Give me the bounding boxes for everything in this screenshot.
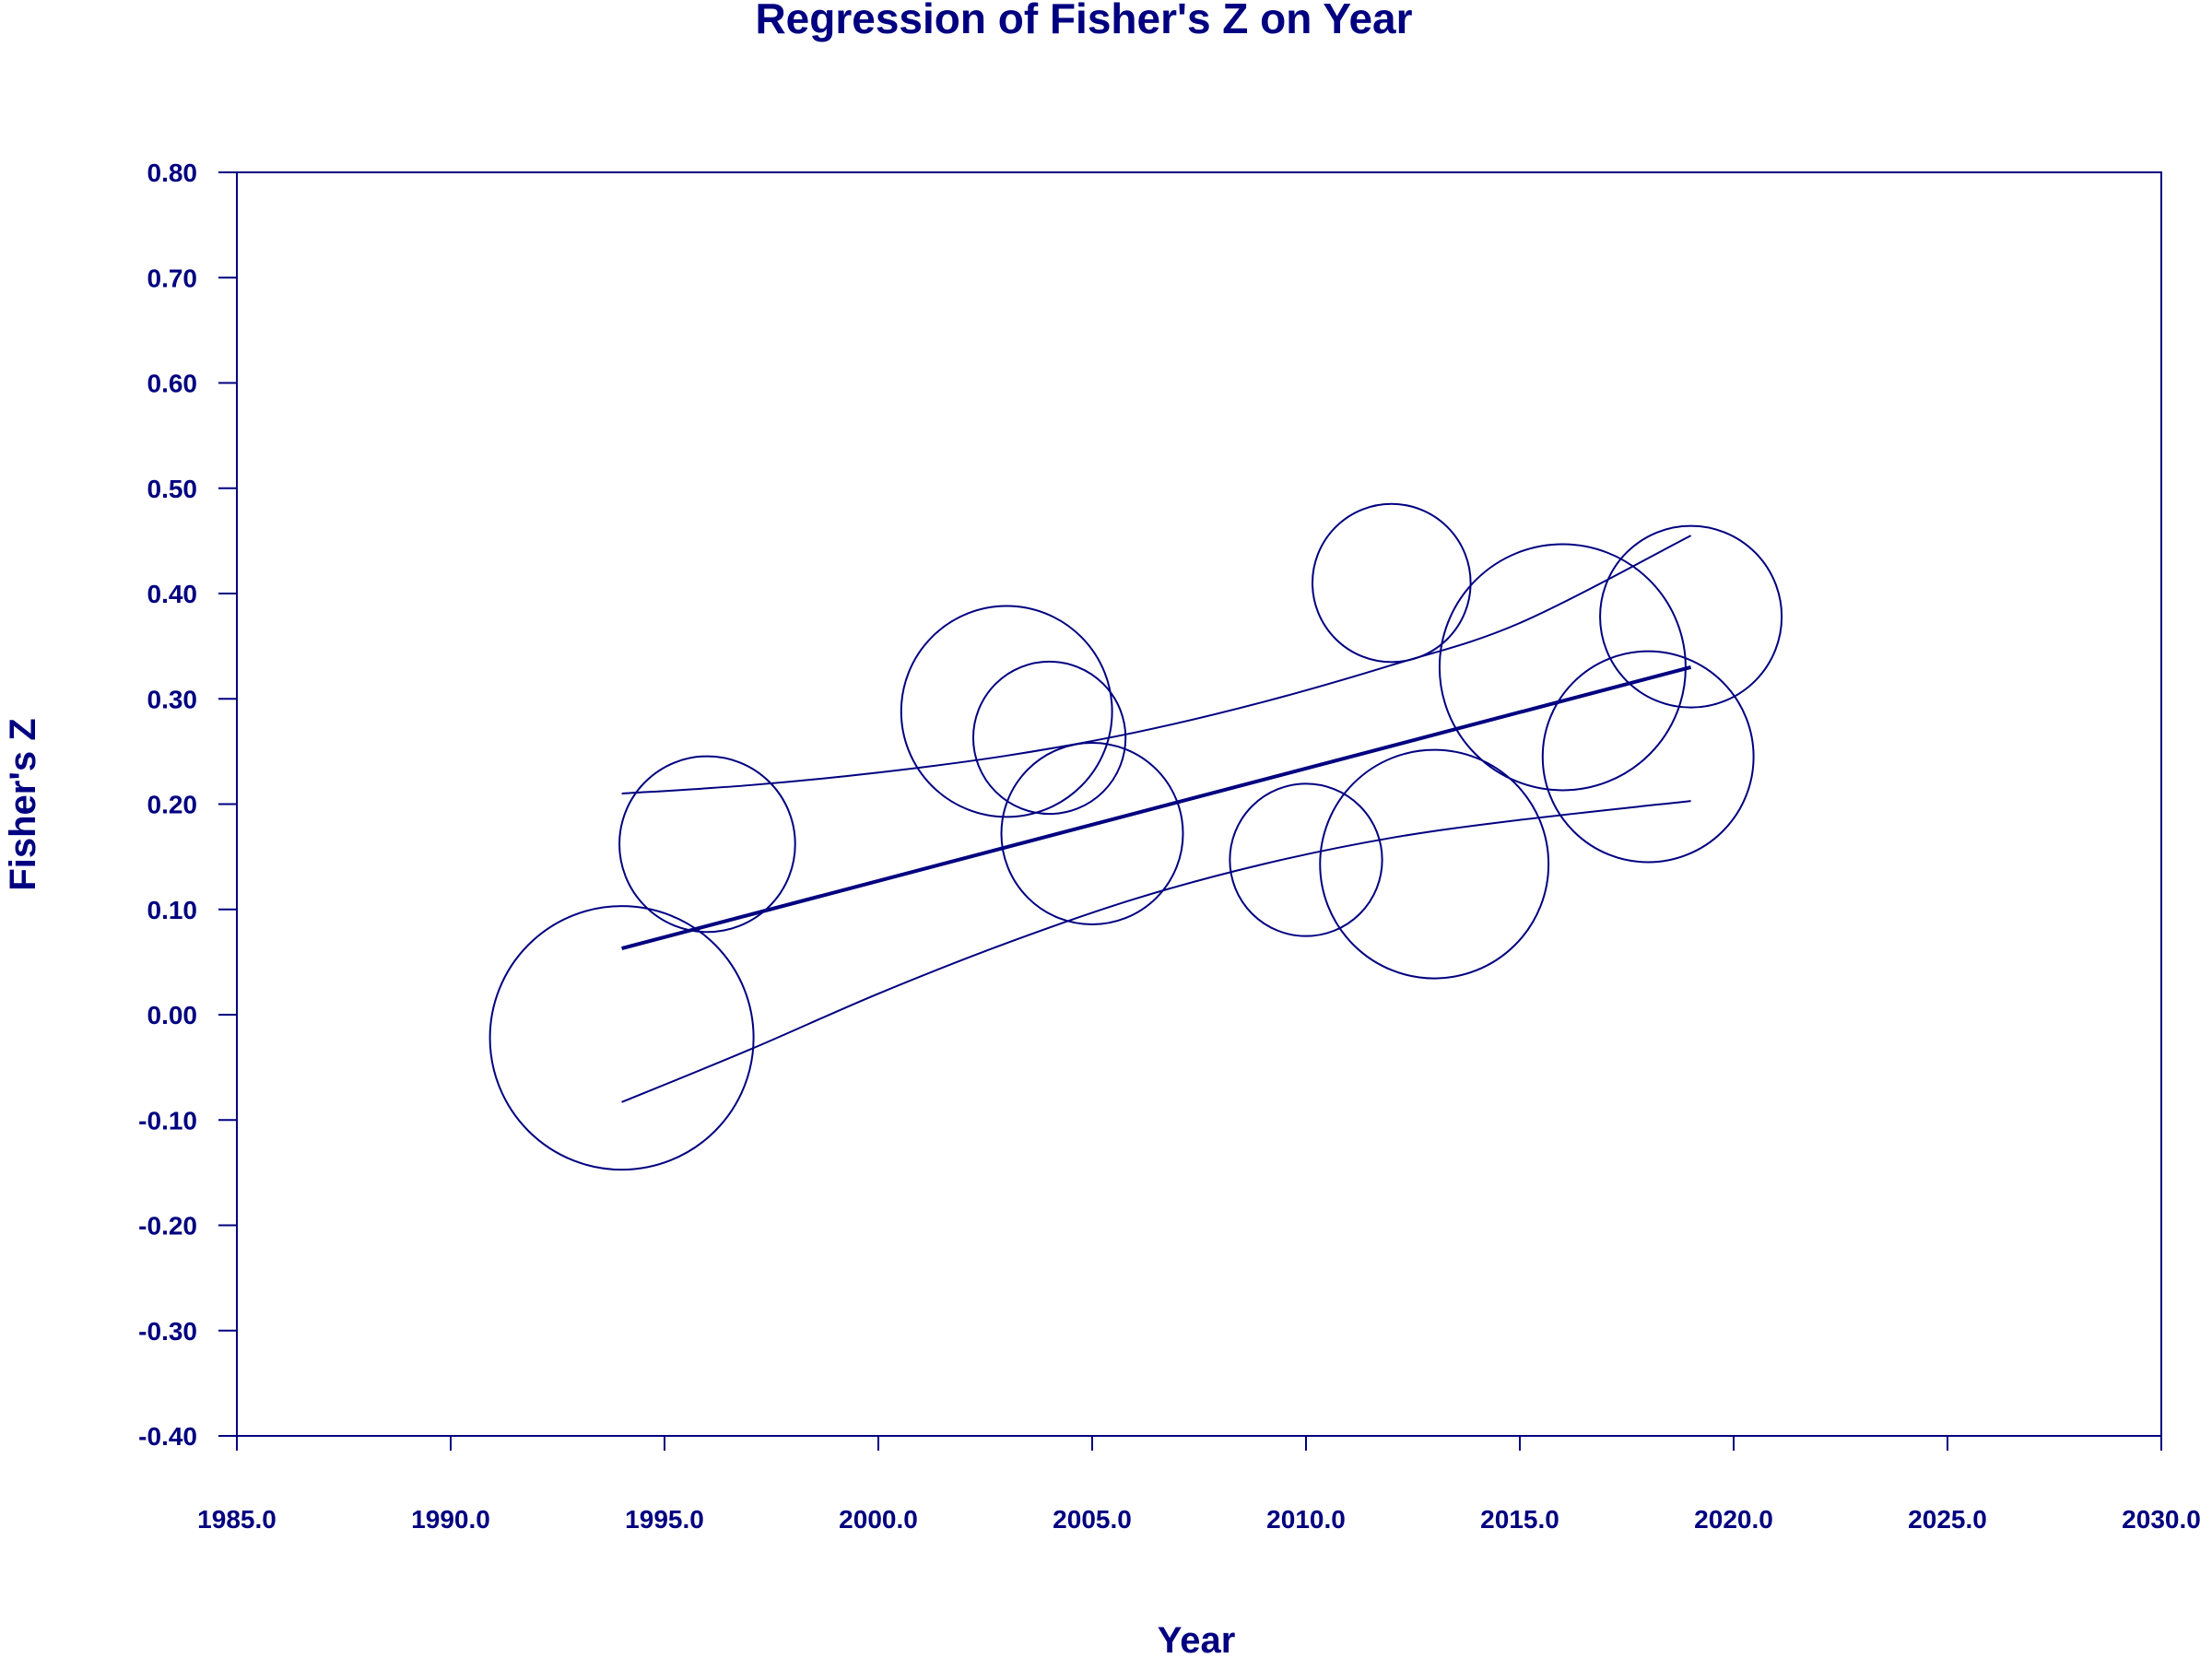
study-bubble <box>900 605 1113 818</box>
study-bubble <box>1319 748 1550 980</box>
ci-upper-line <box>621 535 1692 795</box>
confidence-interval-lines <box>621 535 1692 1103</box>
study-bubble <box>971 660 1127 816</box>
x-tick-label: 2030.0 <box>2122 1505 2201 1534</box>
x-tick-label: 2020.0 <box>1694 1505 1773 1534</box>
plot-area-frame <box>236 171 2162 1437</box>
y-tick-label: -0.10 <box>138 1106 197 1135</box>
y-tick-label: 0.00 <box>147 1001 198 1029</box>
study-bubble <box>488 905 755 1171</box>
study-bubble <box>1229 782 1383 937</box>
x-tick-label: 2005.0 <box>1053 1505 1132 1534</box>
chart-title: Regression of Fisher's Z on Year <box>755 0 1412 42</box>
study-bubble <box>1438 543 1687 792</box>
x-tick-label: 1985.0 <box>197 1505 276 1534</box>
study-bubble <box>1311 502 1472 664</box>
study-bubble <box>618 755 796 934</box>
y-tick-label: 0.80 <box>147 159 198 187</box>
y-tick-label: 0.70 <box>147 264 198 292</box>
y-axis-label: Fisher's Z <box>3 718 43 890</box>
ci-lower-line <box>621 800 1691 1103</box>
y-tick-label: -0.20 <box>138 1212 197 1241</box>
y-axis: 0.80 0.70 0.60 0.50 0.40 0.30 0.20 0.10 0.00 -0.1… <box>138 159 237 1451</box>
x-tick-label: 2015.0 <box>1480 1505 1559 1534</box>
y-tick-label: 0.20 <box>147 791 198 819</box>
x-axis: 1985.0 1990.0 1995.0 2000.0 2005.0 2010.0 2015… <box>197 1436 2201 1534</box>
study-bubble <box>1599 524 1783 709</box>
regression-line <box>621 665 1692 950</box>
study-bubble <box>1000 741 1184 926</box>
y-tick-label: 0.60 <box>147 370 198 398</box>
y-tick-label: 0.30 <box>147 685 198 713</box>
x-tick-label: 2000.0 <box>839 1505 918 1534</box>
y-tick-label: -0.30 <box>138 1317 197 1346</box>
y-tick-label: 0.40 <box>147 580 198 608</box>
x-tick-label: 2010.0 <box>1266 1505 1346 1534</box>
study-bubble <box>1541 650 1755 864</box>
x-tick-label: 1995.0 <box>625 1505 704 1534</box>
y-tick-label: 0.50 <box>147 475 198 503</box>
y-tick-label: 0.10 <box>147 896 198 924</box>
y-tick-label: -0.40 <box>138 1422 197 1451</box>
study-points <box>488 502 1783 1171</box>
x-axis-label: Year <box>1158 1620 1236 1658</box>
x-tick-label: 1990.0 <box>411 1505 490 1534</box>
regression-line-group <box>621 665 1692 950</box>
x-tick-label: 2025.0 <box>1908 1505 1987 1534</box>
